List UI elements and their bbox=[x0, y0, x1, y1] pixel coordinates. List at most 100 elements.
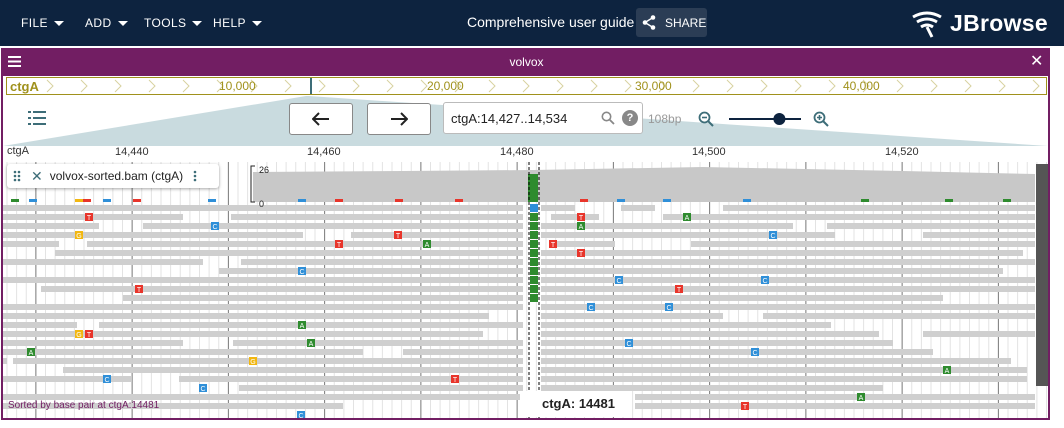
read[interactable] bbox=[3, 340, 183, 346]
overview-tick: 40,000 bbox=[843, 79, 880, 93]
mismatch-letter: C bbox=[752, 350, 757, 357]
read[interactable] bbox=[233, 340, 523, 346]
read[interactable] bbox=[3, 232, 303, 238]
overview-refname: ctgA bbox=[10, 79, 39, 94]
menu-icon[interactable] bbox=[8, 56, 21, 67]
read[interactable] bbox=[3, 358, 7, 364]
read[interactable] bbox=[541, 385, 883, 391]
read[interactable] bbox=[55, 250, 523, 256]
close-track-icon[interactable]: ✕ bbox=[31, 167, 43, 184]
read[interactable] bbox=[87, 241, 523, 247]
read[interactable] bbox=[99, 322, 523, 328]
zoom-slider-thumb[interactable] bbox=[773, 113, 786, 125]
read[interactable] bbox=[403, 349, 523, 355]
read[interactable] bbox=[541, 268, 1003, 274]
menu-help[interactable]: HELP bbox=[213, 0, 262, 46]
read[interactable] bbox=[3, 304, 523, 310]
track-scrollbar[interactable] bbox=[1036, 164, 1048, 386]
read[interactable] bbox=[3, 205, 523, 211]
read[interactable] bbox=[541, 358, 1011, 364]
read[interactable] bbox=[13, 358, 523, 364]
read[interactable] bbox=[635, 403, 1035, 409]
read[interactable] bbox=[541, 313, 723, 319]
mismatch-letter: C bbox=[588, 305, 593, 312]
mismatch-letter: C bbox=[200, 386, 205, 393]
zoom-out-icon[interactable] bbox=[698, 111, 714, 127]
read[interactable] bbox=[239, 385, 523, 391]
read[interactable] bbox=[3, 322, 77, 328]
read[interactable] bbox=[3, 394, 523, 400]
read[interactable] bbox=[541, 349, 933, 355]
read[interactable] bbox=[663, 214, 1035, 220]
read[interactable] bbox=[763, 313, 1035, 319]
read[interactable] bbox=[41, 286, 523, 292]
location-search-box[interactable]: ? bbox=[443, 102, 643, 134]
read[interactable] bbox=[231, 214, 523, 220]
menu-file[interactable]: FILE bbox=[21, 0, 64, 46]
read[interactable] bbox=[351, 232, 523, 238]
zoom-in-icon[interactable] bbox=[813, 111, 829, 127]
read[interactable] bbox=[3, 223, 99, 229]
read[interactable] bbox=[541, 322, 831, 328]
read[interactable] bbox=[123, 295, 523, 301]
ruler-tick-label: 14,500 bbox=[692, 146, 726, 158]
mismatch-letter: A bbox=[859, 395, 864, 402]
track-label[interactable]: ✕ volvox-sorted.bam (ctgA) bbox=[7, 164, 219, 188]
read[interactable] bbox=[143, 223, 523, 229]
read[interactable] bbox=[827, 223, 1035, 229]
read[interactable] bbox=[3, 349, 363, 355]
help-icon[interactable]: ? bbox=[622, 110, 638, 126]
track-menu-icon[interactable] bbox=[193, 170, 197, 182]
read[interactable] bbox=[3, 331, 483, 337]
read[interactable] bbox=[3, 376, 131, 382]
location-input[interactable] bbox=[451, 110, 591, 126]
scroll-left-button[interactable] bbox=[289, 103, 353, 135]
read[interactable] bbox=[3, 259, 203, 265]
read[interactable] bbox=[63, 367, 523, 373]
menu-add[interactable]: ADD bbox=[85, 0, 128, 46]
read[interactable] bbox=[3, 277, 523, 283]
read[interactable] bbox=[541, 232, 835, 238]
drag-handle-icon[interactable] bbox=[13, 170, 21, 182]
search-icon[interactable] bbox=[601, 111, 615, 125]
read[interactable] bbox=[179, 376, 523, 382]
track-selector-icon[interactable] bbox=[28, 110, 46, 126]
read[interactable] bbox=[923, 331, 1035, 337]
read[interactable] bbox=[551, 241, 615, 247]
read[interactable] bbox=[3, 313, 489, 319]
read[interactable] bbox=[723, 205, 1035, 211]
share-button[interactable]: SHARE bbox=[636, 8, 707, 37]
zoom-slider[interactable] bbox=[728, 112, 802, 126]
read[interactable] bbox=[219, 268, 523, 274]
read[interactable] bbox=[541, 259, 1035, 265]
scroll-right-button[interactable] bbox=[367, 103, 431, 135]
read[interactable] bbox=[541, 250, 1023, 256]
read[interactable] bbox=[541, 277, 1035, 283]
read[interactable] bbox=[635, 394, 1035, 400]
overview-scale-bar[interactable]: ctgA 10,000 20,000 30,000 40,000 bbox=[6, 77, 1047, 95]
read[interactable] bbox=[541, 331, 879, 337]
read[interactable] bbox=[541, 223, 793, 229]
menu-tools[interactable]: TOOLS bbox=[144, 0, 203, 46]
read[interactable] bbox=[541, 205, 575, 211]
read[interactable] bbox=[541, 340, 893, 346]
overview-tick: 30,000 bbox=[635, 79, 672, 93]
sort-note: Sorted by base pair at ctgA:14481 bbox=[8, 400, 160, 411]
read[interactable] bbox=[3, 403, 343, 409]
read[interactable] bbox=[541, 376, 1027, 382]
read[interactable] bbox=[3, 241, 59, 247]
session-title[interactable]: Comprehensive user guide bbox=[467, 14, 635, 30]
read[interactable] bbox=[541, 367, 1027, 373]
read[interactable] bbox=[691, 241, 1035, 247]
read[interactable] bbox=[621, 205, 655, 211]
read[interactable] bbox=[541, 286, 1035, 292]
read[interactable] bbox=[541, 295, 943, 301]
read[interactable] bbox=[241, 259, 523, 265]
coverage-mismatch-tick bbox=[945, 199, 953, 202]
read[interactable] bbox=[541, 304, 1035, 310]
close-icon[interactable]: ✕ bbox=[1030, 53, 1044, 70]
read[interactable] bbox=[923, 232, 1035, 238]
read[interactable] bbox=[551, 214, 599, 220]
